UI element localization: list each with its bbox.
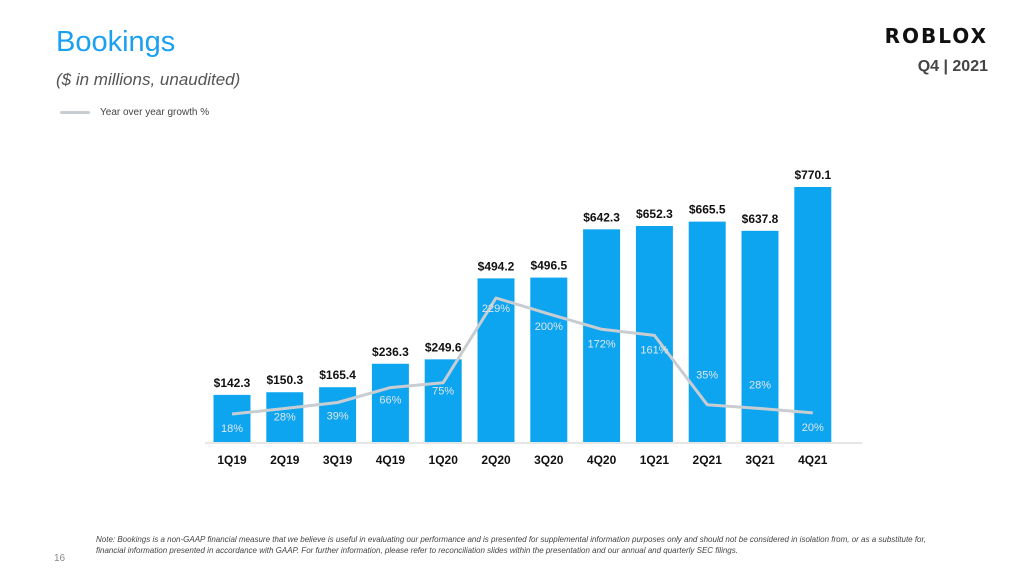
slide-subtitle: ($ in millions, unaudited) [56,70,241,89]
bar-value-label: $236.3 [372,345,409,359]
bar-3Q20 [530,277,568,442]
brand-block: ROBLOX Q4 | 2021 [885,24,988,76]
footnote: Note: Bookings is a non-GAAP financial m… [96,535,926,555]
roblox-logo: ROBLOX [884,24,988,48]
category-label: 1Q21 [640,453,670,467]
growth-line [231,296,813,416]
growth-label: 35% [696,370,718,382]
growth-label: 39% [327,410,349,422]
slide-title: Bookings [56,26,176,58]
category-label: 3Q19 [323,453,353,467]
bar-value-label: $637.8 [742,212,779,226]
bar-2Q19 [266,392,304,442]
page-number: 16 [54,553,66,564]
bar-4Q20 [583,229,621,442]
bar-value-label: $494.2 [478,259,515,273]
bar-1Q20 [424,359,462,442]
growth-label: 20% [802,422,824,434]
bar-1Q19 [213,394,251,442]
chart-legend: Year over year growth % [60,107,209,118]
category-label: 2Q19 [270,453,300,467]
bar-value-label: $150.3 [266,373,303,387]
bar-value-label: $652.3 [636,207,673,221]
bar-value-label: $165.4 [319,368,356,382]
category-label: 3Q20 [534,453,564,467]
bar-value-label: $142.3 [214,376,251,390]
category-label: 4Q21 [798,453,828,467]
growth-label: 66% [379,395,401,407]
category-label: 1Q20 [429,453,459,467]
bar-value-label: $770.1 [794,168,831,182]
category-label: 2Q20 [481,453,511,467]
growth-label: 172% [588,338,616,350]
category-label: 3Q21 [745,453,775,467]
bar-3Q19 [319,387,357,442]
category-label: 2Q21 [693,453,723,467]
growth-label: 18% [221,423,243,435]
bar-2Q20 [477,278,515,442]
growth-label: 28% [749,380,771,392]
bar-2Q21 [688,221,726,442]
bar-value-label: $496.5 [530,259,567,273]
period-label: Q4 | 2021 [917,58,988,75]
growth-label: 28% [274,412,296,424]
growth-label: 161% [640,344,668,356]
category-label: 1Q19 [217,453,247,467]
legend-line-swatch [60,111,90,114]
bar-4Q21 [794,187,832,442]
bar-value-label: $665.5 [689,203,726,217]
growth-label: 229% [482,303,510,315]
growth-label: 75% [432,386,454,398]
bar-value-label: $642.3 [583,210,620,224]
category-label: 4Q20 [587,453,617,467]
bar-value-label: $249.6 [425,340,462,354]
bar-4Q19 [371,363,409,442]
legend-label: Year over year growth % [100,107,210,118]
growth-label: 200% [535,321,563,333]
category-label: 4Q19 [376,453,406,467]
